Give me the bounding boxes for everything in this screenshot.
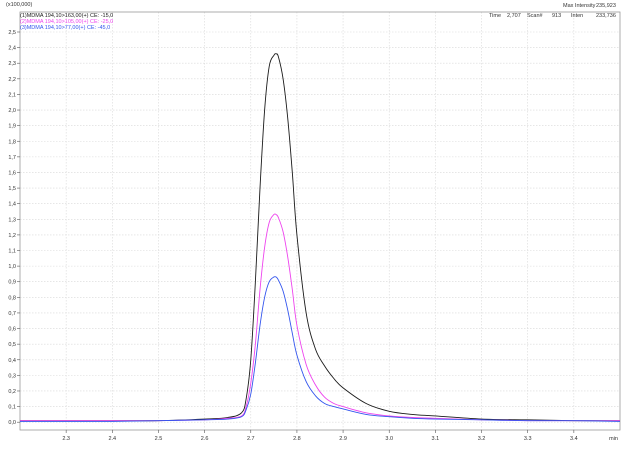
- x-tick-label: 2.8: [293, 436, 301, 442]
- series-line-2: [19, 213, 620, 422]
- y-tick-label: 0,6: [8, 327, 16, 333]
- y-tick-label: 2,2: [8, 77, 16, 83]
- y-tick-label: 1,0: [8, 264, 16, 270]
- legend-entry-2: (2)MDMA 194,10>105,00(+) CE: -25,0: [20, 19, 114, 25]
- series-layer: [19, 53, 621, 422]
- grid-layer: [20, 12, 620, 430]
- y-tick-label: 0,4: [8, 358, 16, 364]
- series-line-1: [19, 53, 621, 422]
- y-tick-label: 1,3: [8, 217, 16, 223]
- axis-layer: 0,0 0,1 0,2 0,3 0,4 0,5 0,6 0,7 0,8 0,9 1,0 1,1 1,2 1…: [8, 11, 621, 442]
- plot-frame: [19, 11, 621, 431]
- scan-value: 913: [552, 13, 562, 19]
- inten-value: 233,736: [596, 13, 616, 19]
- x-tick-label: 2.7: [247, 436, 255, 442]
- y-tick-label: 2,5: [8, 30, 16, 36]
- time-label: Time: [489, 13, 502, 19]
- y-tick-label: 2,1: [8, 92, 16, 98]
- x-axis-label: min: [609, 436, 618, 442]
- y-tick-label: 0,1: [8, 405, 16, 411]
- x-tick-label: 3.2: [478, 436, 486, 442]
- x-tick-label: 2.5: [155, 436, 163, 442]
- y-tick-label: 2,3: [8, 61, 16, 67]
- y-tick-label: 0,9: [8, 280, 16, 286]
- y-tick-label: 0,5: [8, 342, 16, 348]
- y-tick-label: 1,7: [8, 155, 16, 161]
- y-tick-label: 1,2: [8, 233, 16, 239]
- x-tick-label: 3.3: [524, 436, 532, 442]
- x-tick-label: 3.4: [570, 436, 578, 442]
- scan-label: Scan#: [527, 13, 543, 19]
- x-tick-label: 2.4: [108, 436, 116, 442]
- y-tick-label: 1,6: [8, 170, 16, 176]
- y-tick-label: 2,0: [8, 108, 16, 114]
- y-tick-label: 1,9: [8, 124, 16, 130]
- time-value: 2,707: [507, 13, 521, 19]
- y-tick-label: 1,4: [8, 202, 16, 208]
- x-tick-label: 2.3: [62, 436, 70, 442]
- y-tick-label: 1,5: [8, 186, 16, 192]
- y-tick-label: 0,0: [8, 420, 16, 426]
- y-tick-label: 1,8: [8, 139, 16, 145]
- max-intensity-value: 235,923: [596, 3, 616, 9]
- max-intensity-label: Max Intensity: [563, 3, 596, 9]
- y-tick-label: 1,1: [8, 249, 16, 255]
- y-tick-label: 0,3: [8, 373, 16, 379]
- y-tick-label: 0,7: [8, 311, 16, 317]
- legend-entry-3: (3)MDMA 194,10>77,00(+) CE: -45,0: [20, 25, 111, 31]
- x-tick-label: 3.1: [432, 436, 440, 442]
- legend-entry-1: (1)MDMA 194,10>163,00(+) CE: -15,0: [20, 13, 114, 19]
- x-tick-label: 2.6: [201, 436, 209, 442]
- y-tick-label: 0,8: [8, 295, 16, 301]
- inten-label: Inten: [571, 13, 584, 19]
- y-tick-label: 0,2: [8, 389, 16, 395]
- series-line-3: [19, 276, 621, 422]
- y-multiplier-label: (x100,000): [6, 2, 33, 8]
- y-tick-label: 2,4: [8, 46, 16, 52]
- x-tick-label: 3.0: [385, 436, 393, 442]
- x-tick-label: 2.9: [339, 436, 347, 442]
